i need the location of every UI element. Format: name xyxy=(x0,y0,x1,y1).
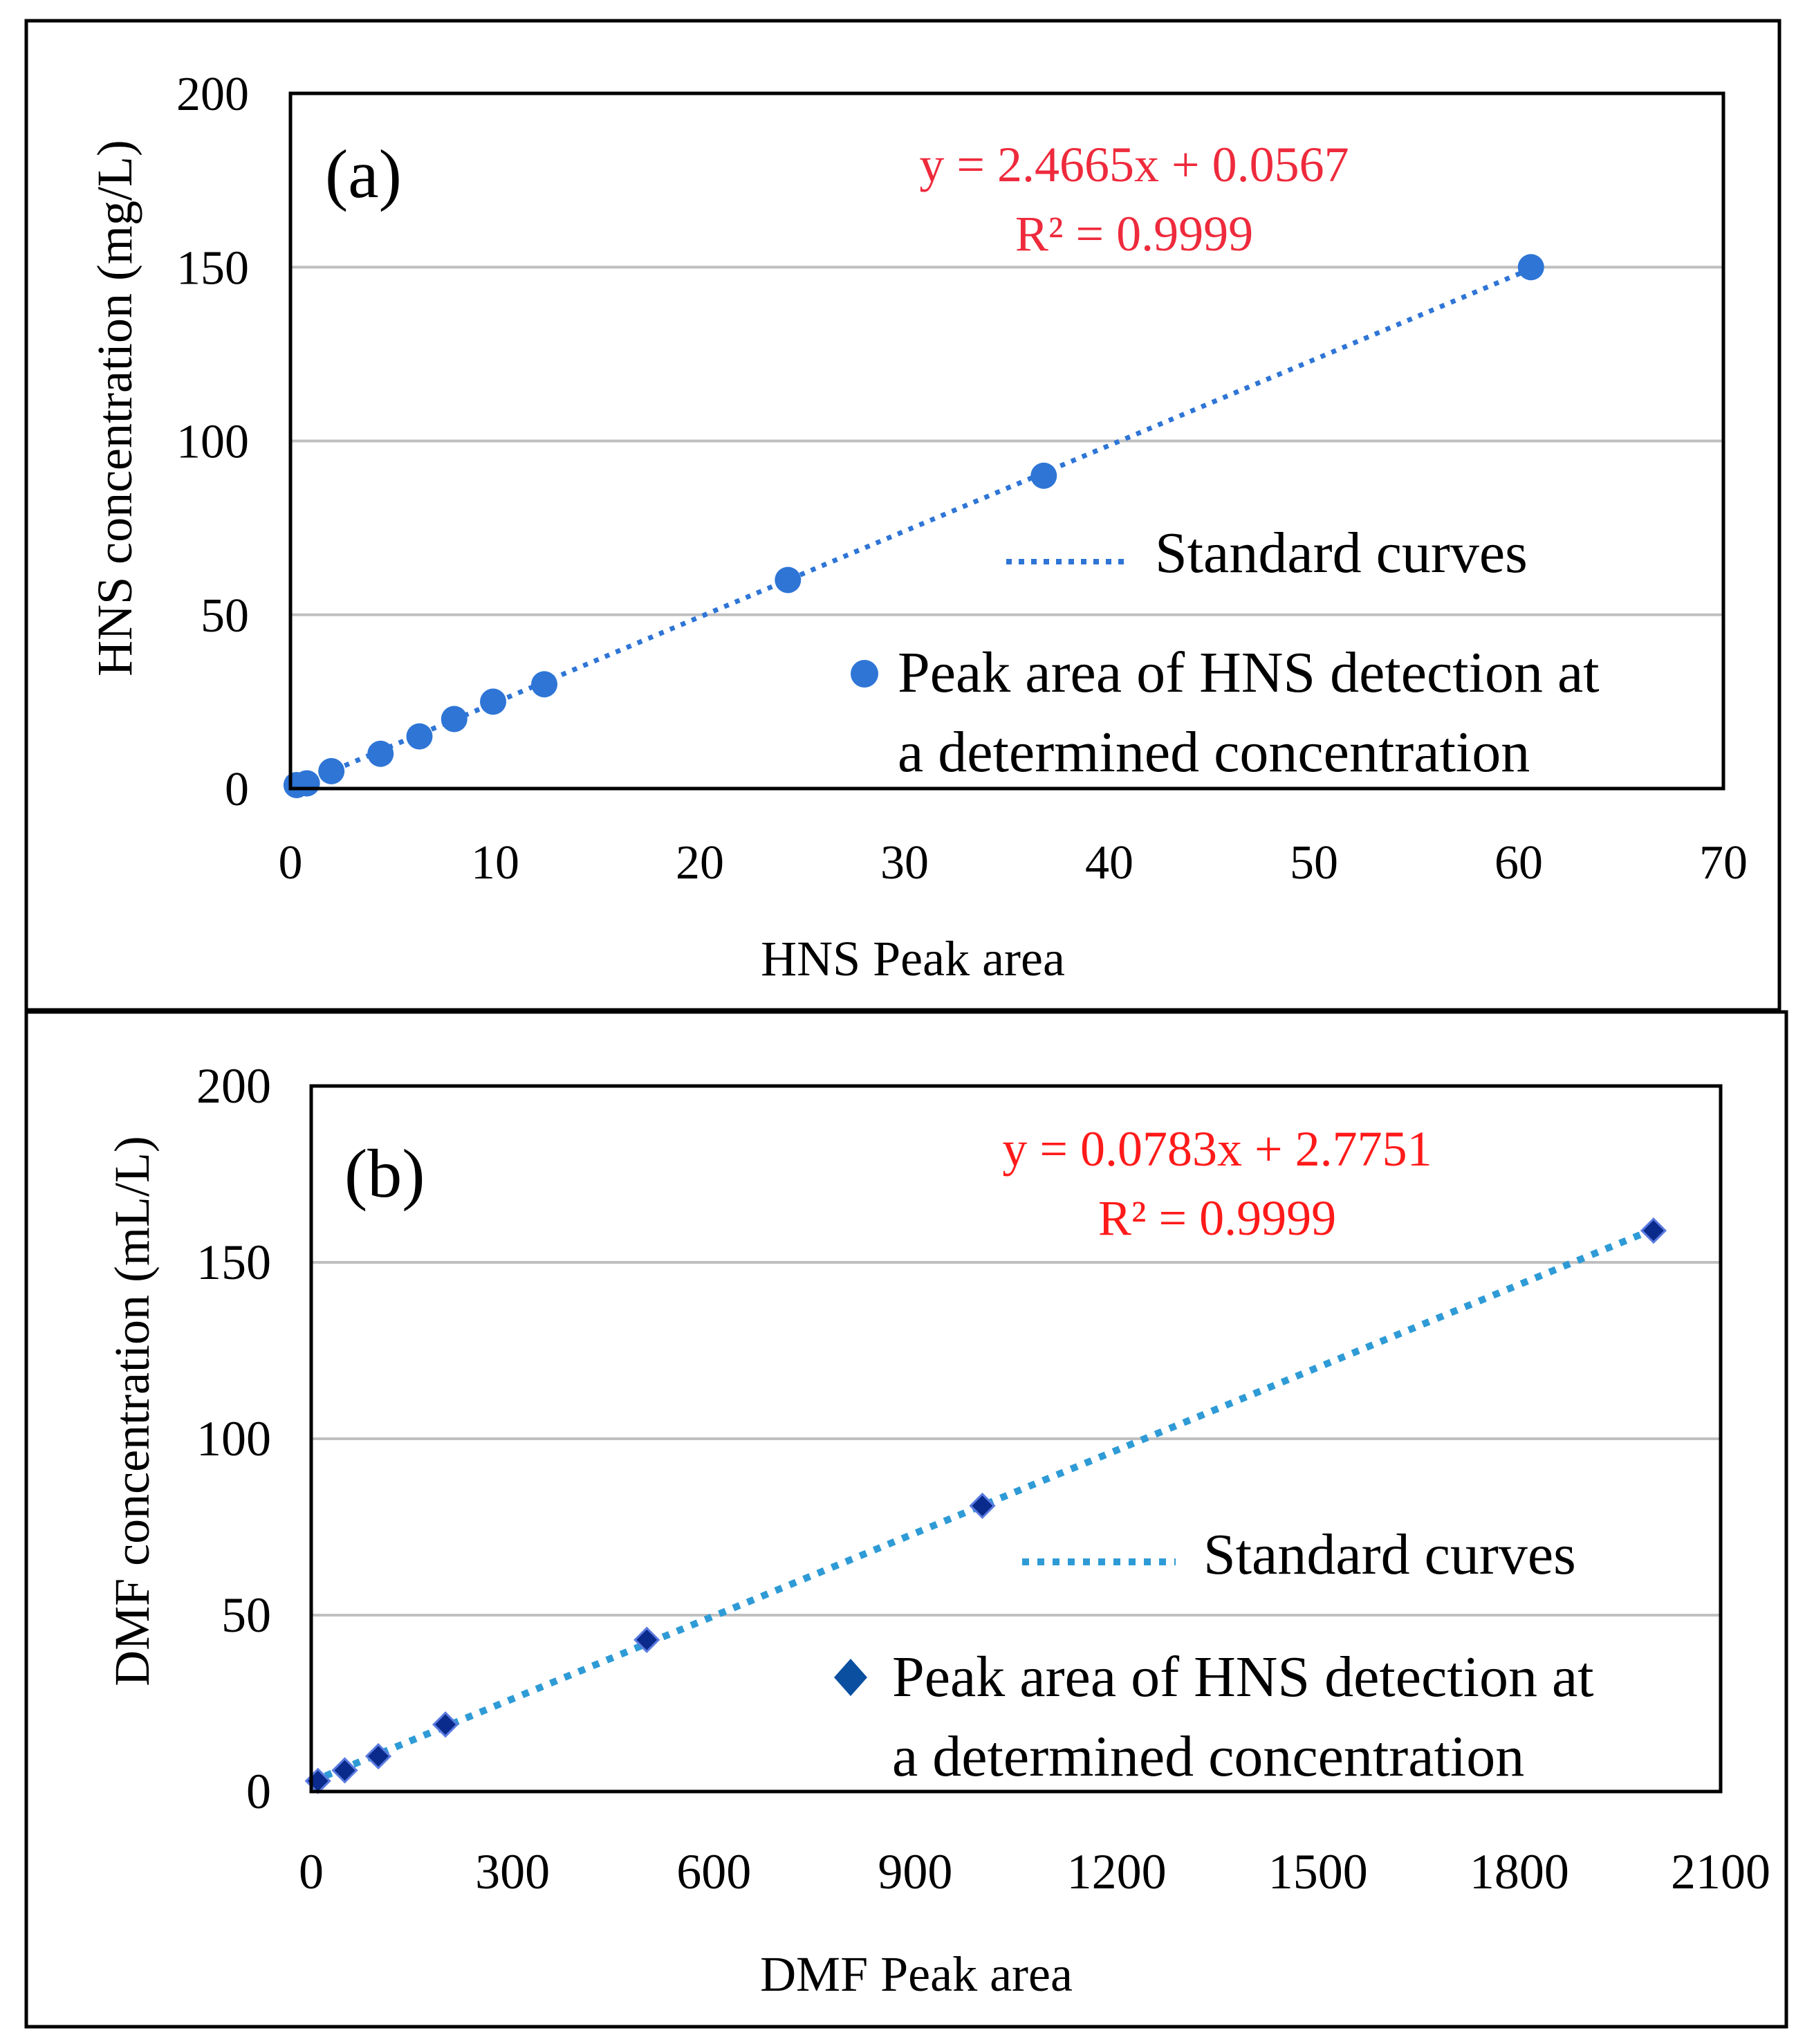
panel-a: 0 50 100 150 200 0 10 20 30 40 50 60 70 (a) y = 2.4… xyxy=(24,19,1781,1012)
x-tick-label: 300 xyxy=(475,1844,550,1899)
panel-a-legend-marker-label-1: Peak area of HNS detection at xyxy=(898,641,1600,705)
panel-b-equation: y = 0.0783x + 2.7751 xyxy=(1002,1121,1432,1177)
data-point xyxy=(1030,462,1057,489)
panel-a-label: (a) xyxy=(325,136,402,212)
data-point xyxy=(531,671,558,698)
panel-b-legend-line-label: Standard curves xyxy=(1203,1522,1576,1587)
data-point xyxy=(1640,1217,1667,1244)
x-tick-label: 1500 xyxy=(1268,1844,1368,1899)
y-tick-label: 150 xyxy=(176,241,249,295)
data-point xyxy=(775,567,802,593)
y-tick-label: 50 xyxy=(221,1587,271,1643)
panel-b-y-ticks: 0 50 100 150 200 xyxy=(196,1058,271,1819)
x-tick-label: 0 xyxy=(279,836,303,890)
x-tick-label: 1800 xyxy=(1470,1844,1569,1899)
panel-b-x-ticks: 0 300 600 900 1200 1500 1800 2100 xyxy=(299,1844,1770,1899)
panel-b-y-axis-label: DMF concentration (mL/L) xyxy=(104,1136,160,1686)
panel-a-frame xyxy=(24,19,1781,1012)
y-tick-label: 0 xyxy=(246,1764,271,1819)
x-tick-label: 40 xyxy=(1085,836,1133,890)
x-tick-label: 900 xyxy=(878,1844,952,1899)
x-tick-label: 10 xyxy=(471,836,519,890)
panel-a-legend-line-label: Standard curves xyxy=(1155,521,1528,585)
panel-b-r2: R² = 0.9999 xyxy=(1098,1190,1336,1246)
y-tick-label: 0 xyxy=(225,763,249,816)
panel-a-r2: R² = 0.9999 xyxy=(1015,206,1253,261)
data-point xyxy=(432,1711,459,1738)
panel-a-legend-marker xyxy=(851,660,878,688)
data-point xyxy=(1517,254,1544,281)
x-tick-label: 2100 xyxy=(1671,1844,1770,1899)
panel-a-gridlines xyxy=(290,266,1723,616)
y-tick-label: 200 xyxy=(176,68,249,121)
y-tick-label: 150 xyxy=(196,1235,271,1290)
panel-b-legend-marker-label-2: a determined concentration xyxy=(892,1724,1524,1789)
x-tick-label: 70 xyxy=(1699,836,1748,890)
data-point xyxy=(367,740,394,767)
panel-b-gridlines xyxy=(311,1261,1721,1617)
data-point xyxy=(406,723,433,750)
x-tick-label: 30 xyxy=(880,836,929,890)
data-point xyxy=(441,706,468,733)
panel-b-x-axis-label: DMF Peak area xyxy=(760,1946,1073,2002)
data-point xyxy=(969,1492,996,1520)
panel-b-frame xyxy=(24,1010,1788,2029)
panel-a-equation: y = 2.4665x + 0.0567 xyxy=(919,137,1349,192)
panel-a-y-ticks: 0 50 100 150 200 xyxy=(176,68,249,816)
x-tick-label: 50 xyxy=(1290,836,1338,890)
panel-b-label: (b) xyxy=(344,1135,425,1212)
data-point xyxy=(331,1757,358,1784)
x-tick-label: 20 xyxy=(676,836,724,890)
data-point xyxy=(364,1742,392,1770)
data-point xyxy=(293,770,320,797)
panel-b-points xyxy=(304,1217,1667,1794)
panel-a-x-ticks: 0 10 20 30 40 50 60 70 xyxy=(279,836,1748,890)
y-tick-label: 100 xyxy=(176,416,249,469)
y-tick-label: 200 xyxy=(196,1058,271,1114)
panel-b-legend-marker-label-1: Peak area of HNS detection at xyxy=(892,1645,1594,1709)
x-tick-label: 0 xyxy=(299,1844,324,1899)
panel-a-legend-marker-label-2: a determined concentration xyxy=(898,720,1530,784)
x-tick-label: 60 xyxy=(1494,836,1543,890)
panel-a-y-axis-label: HNS concentration (mg/L) xyxy=(87,140,142,676)
panel-b-legend-marker xyxy=(834,1659,867,1696)
y-tick-label: 100 xyxy=(196,1411,271,1466)
x-tick-label: 600 xyxy=(676,1844,751,1899)
panel-b-plot-area xyxy=(309,1084,1723,1794)
data-point xyxy=(633,1626,660,1653)
y-tick-label: 50 xyxy=(201,589,249,643)
data-point xyxy=(318,757,345,784)
panel-a-plot-area xyxy=(288,91,1725,791)
x-tick-label: 1200 xyxy=(1067,1844,1167,1899)
panel-a-x-axis-label: HNS Peak area xyxy=(761,931,1065,986)
data-point xyxy=(480,688,507,715)
